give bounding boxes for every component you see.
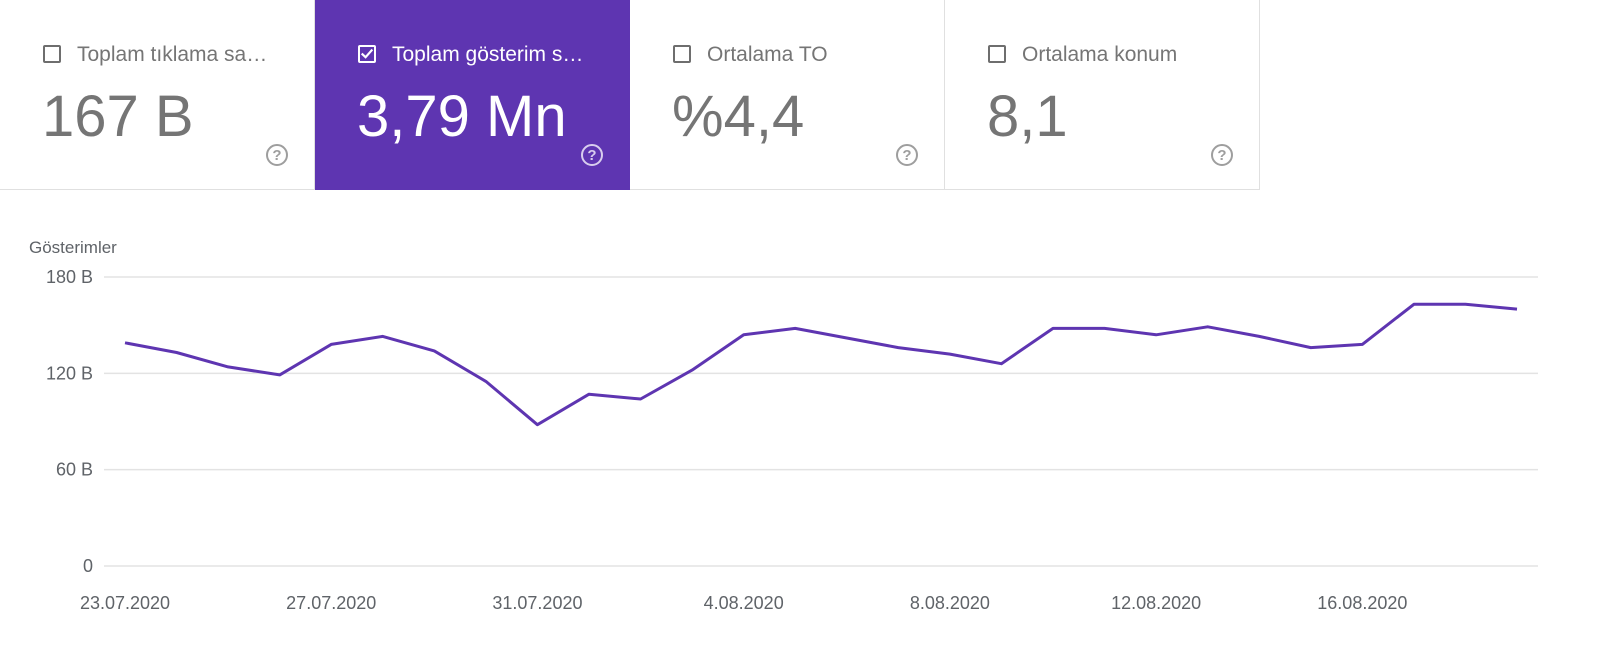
x-tick-label: 16.08.2020: [1317, 593, 1407, 613]
help-icon[interactable]: ?: [1211, 144, 1233, 166]
y-tick-label: 60 B: [56, 460, 93, 480]
checkbox[interactable]: [988, 45, 1006, 63]
help-icon[interactable]: ?: [266, 144, 288, 166]
metric-cards: Toplam tıklama sayısı 167 B ? Toplam gös…: [0, 0, 1263, 191]
metric-card-clicks[interactable]: Toplam tıklama sayısı 167 B ?: [0, 0, 315, 190]
x-tick-label: 4.08.2020: [704, 593, 784, 613]
series-line-impressions[interactable]: [124, 302, 1518, 427]
y-tick-label: 0: [83, 556, 93, 576]
metric-value: 3,79 Mn: [357, 84, 567, 149]
check-icon: [360, 48, 374, 59]
x-tick-label: 23.07.2020: [80, 593, 170, 613]
metric-card-position[interactable]: Ortalama konum 8,1 ?: [945, 0, 1260, 190]
metric-value: 8,1: [987, 84, 1068, 149]
checkbox-checked[interactable]: [358, 45, 376, 63]
y-tick-label: 120 B: [46, 363, 93, 383]
checkbox[interactable]: [43, 45, 61, 63]
checkbox[interactable]: [673, 45, 691, 63]
metric-label: Ortalama TO: [707, 43, 828, 66]
y-axis-title: Gösterimler: [29, 238, 117, 257]
metric-value: 167 B: [42, 84, 194, 149]
metric-card-impressions[interactable]: Toplam gösterim sayısı 3,79 Mn ?: [315, 0, 630, 190]
metric-label: Toplam gösterim sayısı: [392, 43, 592, 66]
metric-label: Toplam tıklama sayısı: [77, 43, 277, 66]
metric-value: %4,4: [672, 84, 805, 149]
x-tick-label: 27.07.2020: [286, 593, 376, 613]
help-icon[interactable]: ?: [896, 144, 918, 166]
help-icon[interactable]: ?: [581, 144, 603, 166]
x-tick-label: 31.07.2020: [492, 593, 582, 613]
impressions-line-chart: Gösterimler 0 60 B 120 B 180 B 23.07.2020 27…: [29, 238, 1538, 613]
x-tick-label: 8.08.2020: [910, 593, 990, 613]
y-tick-label: 180 B: [46, 267, 93, 287]
metric-card-ctr[interactable]: Ortalama TO %4,4 ?: [630, 0, 945, 190]
x-tick-label: 12.08.2020: [1111, 593, 1201, 613]
metric-label: Ortalama konum: [1022, 43, 1178, 66]
